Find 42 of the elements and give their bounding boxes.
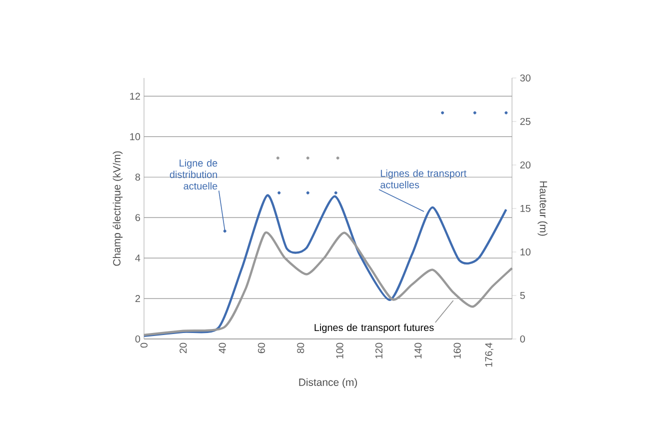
y2-tick-label: 30: [520, 74, 530, 82]
point: [223, 230, 226, 233]
y-tick-label: 10: [130, 133, 140, 140]
x-tick-label: 20: [180, 342, 187, 354]
x-tick-label: 0: [140, 342, 148, 348]
x-tick-label: 140: [414, 342, 422, 358]
y-axis-title: Champ électrique (kV/m): [112, 151, 123, 266]
y-tick-label: 0: [135, 335, 140, 343]
y2-tick-label: 0: [520, 335, 525, 343]
y2-tick-label: 5: [520, 292, 525, 299]
x-tick-label: 160: [454, 342, 461, 358]
y2-tick-label: 20: [520, 161, 530, 169]
x-axis-title: Distance (m): [299, 378, 357, 388]
annotation: Lignes de transport futures: [314, 324, 434, 334]
x-tick-label: 100: [336, 342, 344, 358]
annotation: Lignes de transport actuelles: [380, 170, 466, 188]
annotation: Ligne de distribution actuelle: [170, 159, 218, 190]
y2-tick-label: 15: [520, 205, 530, 212]
point: [278, 191, 281, 194]
y-tick-label: 2: [135, 295, 140, 302]
y-tick-label: 6: [135, 214, 140, 222]
y-tick-label: 4: [135, 254, 140, 262]
x-tick-label: 176,4: [485, 342, 494, 367]
line-series: [142, 232, 514, 336]
point: [504, 111, 508, 114]
point: [473, 111, 476, 114]
point: [306, 156, 310, 160]
y2-tick-label: 25: [520, 118, 530, 126]
point: [336, 156, 340, 160]
y2-tick-label: 10: [520, 248, 530, 256]
point: [276, 156, 280, 160]
y2-axis-title: Hauteur (m): [538, 181, 548, 236]
point: [441, 111, 444, 114]
line-series: [142, 194, 508, 338]
x-tick-label: 120: [375, 342, 382, 358]
x-tick-label: 60: [258, 342, 265, 354]
x-tick-label: 40: [218, 342, 226, 354]
y-tick-label: 8: [135, 174, 140, 181]
point: [306, 191, 310, 194]
y-tick-label: 12: [130, 92, 140, 100]
x-tick-label: 80: [297, 342, 304, 354]
point: [334, 191, 338, 194]
